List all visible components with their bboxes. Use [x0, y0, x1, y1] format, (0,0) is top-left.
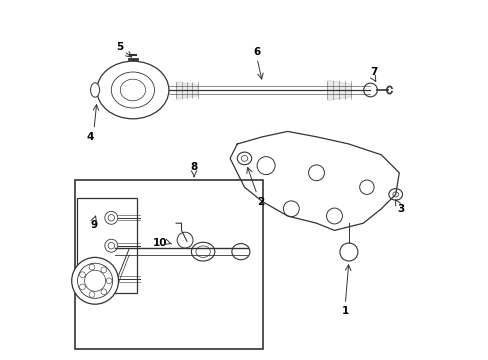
Circle shape: [101, 289, 106, 294]
Circle shape: [106, 278, 112, 284]
Circle shape: [104, 239, 118, 252]
Circle shape: [283, 201, 299, 217]
Text: 2: 2: [257, 197, 264, 207]
Circle shape: [89, 292, 95, 297]
Text: 1: 1: [341, 306, 348, 316]
Text: 3: 3: [397, 204, 404, 214]
Bar: [77, 198, 136, 293]
Ellipse shape: [97, 61, 168, 119]
Circle shape: [89, 264, 95, 270]
Ellipse shape: [392, 192, 398, 197]
Ellipse shape: [241, 156, 247, 161]
Circle shape: [104, 211, 118, 224]
Circle shape: [257, 157, 275, 175]
Circle shape: [80, 272, 85, 278]
Circle shape: [80, 284, 85, 290]
Ellipse shape: [388, 189, 402, 200]
Ellipse shape: [231, 244, 249, 260]
Text: 10: 10: [152, 238, 167, 248]
Circle shape: [101, 267, 106, 273]
Circle shape: [108, 215, 114, 221]
Circle shape: [326, 208, 342, 224]
Text: 6: 6: [253, 47, 260, 57]
Text: 4: 4: [86, 132, 94, 142]
Ellipse shape: [191, 242, 214, 261]
Circle shape: [104, 273, 118, 285]
Ellipse shape: [120, 79, 145, 101]
Circle shape: [108, 243, 114, 249]
Circle shape: [177, 232, 193, 248]
Text: 9: 9: [91, 220, 98, 230]
Circle shape: [78, 263, 112, 298]
Circle shape: [339, 243, 357, 261]
Ellipse shape: [90, 83, 100, 97]
Ellipse shape: [196, 246, 210, 257]
Circle shape: [108, 276, 114, 282]
Circle shape: [308, 165, 324, 181]
Ellipse shape: [237, 152, 251, 165]
Ellipse shape: [111, 72, 154, 108]
Ellipse shape: [363, 83, 377, 97]
Text: 8: 8: [190, 162, 197, 172]
Bar: [75, 180, 262, 349]
Circle shape: [359, 180, 373, 194]
Text: 7: 7: [369, 67, 377, 77]
Circle shape: [72, 257, 118, 304]
Circle shape: [84, 270, 105, 291]
Text: 5: 5: [117, 42, 123, 52]
